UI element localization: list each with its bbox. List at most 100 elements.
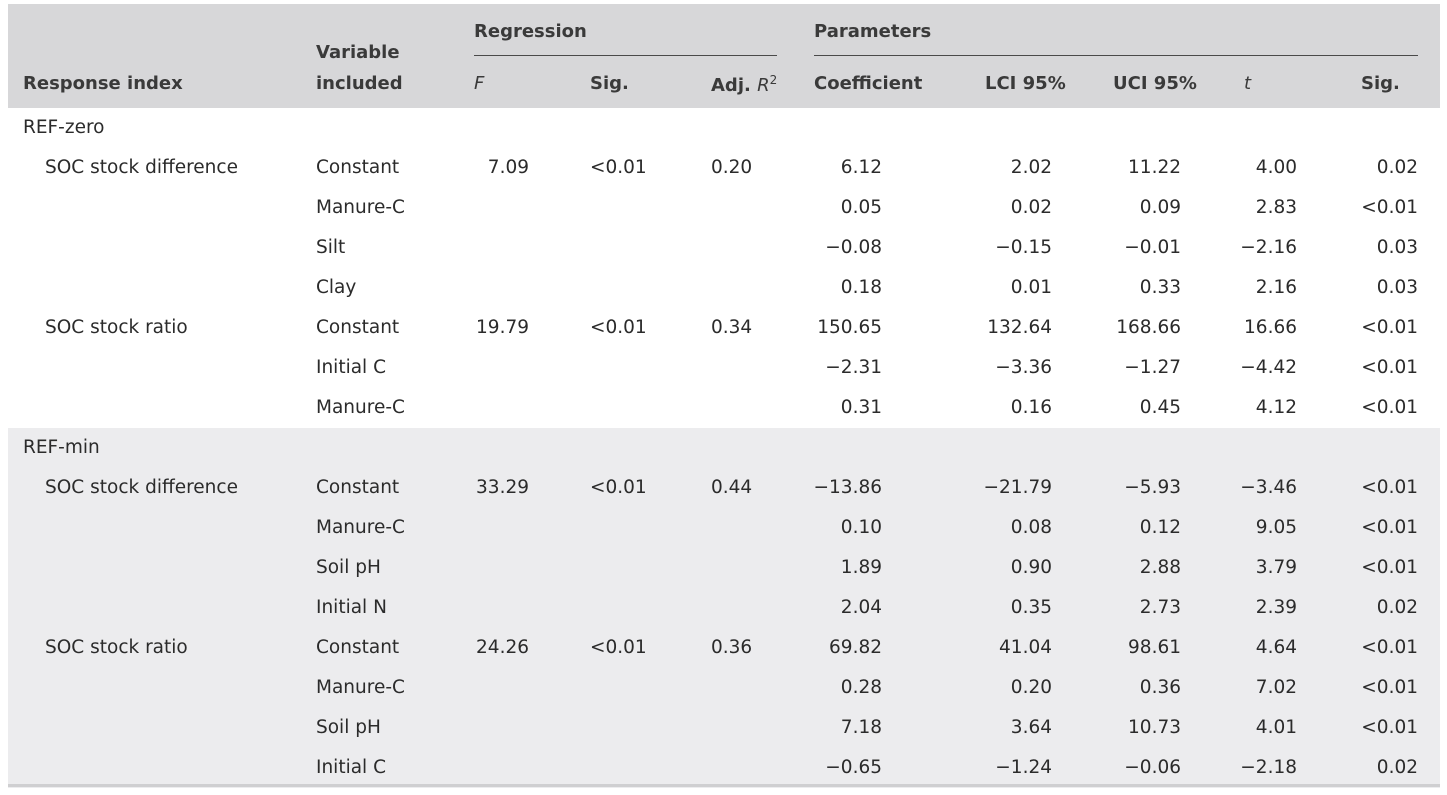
header-t: t xyxy=(1244,73,1252,94)
coefficient-cell: −0.08 xyxy=(825,237,882,258)
regression-rule xyxy=(474,55,777,56)
table-header: Response index Variable included Regress… xyxy=(8,4,1440,108)
response-index-cell: SOC stock ratio xyxy=(45,637,188,658)
t-value-cell: 2.16 xyxy=(1255,277,1297,298)
uci-cell: −5.93 xyxy=(1124,477,1181,498)
header-sig2: Sig. xyxy=(1361,73,1400,94)
adj-r2-cell: 0.34 xyxy=(711,317,753,338)
header-variable-line2: included xyxy=(316,73,403,94)
section-ref-min: REF-min SOC stock difference Constant 33.29… xyxy=(8,428,1440,788)
table-row: Manure-C 0.31 0.16 0.45 4.12 <0.01 xyxy=(8,388,1440,428)
header-response-index: Response index xyxy=(23,73,183,94)
t-value-cell: −2.16 xyxy=(1240,237,1297,258)
lci-cell: −1.24 xyxy=(995,757,1052,778)
table-body: REF-zero SOC stock difference Constant 7.09… xyxy=(8,108,1440,788)
regression-sig-cell: <0.01 xyxy=(590,317,647,338)
variable-cell: Manure-C xyxy=(316,397,405,418)
t-value-cell: 2.83 xyxy=(1255,197,1297,218)
variable-cell: Soil pH xyxy=(316,557,381,578)
response-index-cell: SOC stock difference xyxy=(45,157,238,178)
table-row: Initial C −2.31 −3.36 −1.27 −4.42 <0.01 xyxy=(8,348,1440,388)
variable-cell: Manure-C xyxy=(316,517,405,538)
coefficient-cell: 150.65 xyxy=(817,317,882,338)
lci-cell: 0.35 xyxy=(1010,597,1052,618)
lci-cell: 132.64 xyxy=(987,317,1052,338)
uci-cell: 0.45 xyxy=(1139,397,1181,418)
section-title-row: REF-min xyxy=(8,428,1440,468)
table-row: Clay 0.18 0.01 0.33 2.16 0.03 xyxy=(8,268,1440,308)
coefficient-cell: 0.31 xyxy=(840,397,882,418)
parameter-sig-cell: 0.02 xyxy=(1376,597,1418,618)
header-variable-line1: Variable xyxy=(316,42,400,63)
coefficient-cell: 0.05 xyxy=(840,197,882,218)
header-adj-r2: Adj. R2 xyxy=(711,73,778,96)
coefficient-cell: −13.86 xyxy=(813,477,882,498)
header-f: F xyxy=(474,73,485,94)
f-value-cell: 33.29 xyxy=(476,477,529,498)
parameter-sig-cell: 0.03 xyxy=(1376,277,1418,298)
uci-cell: 2.88 xyxy=(1139,557,1181,578)
lci-cell: 41.04 xyxy=(999,637,1052,658)
header-coefficient: Coefficient xyxy=(814,73,923,94)
variable-cell: Initial C xyxy=(316,757,386,778)
header-uci: UCI 95% xyxy=(1113,73,1197,94)
lci-cell: 0.90 xyxy=(1010,557,1052,578)
regression-table: Response index Variable included Regress… xyxy=(8,4,1440,788)
header-sig: Sig. xyxy=(590,73,629,94)
uci-cell: 168.66 xyxy=(1116,317,1181,338)
table-row: Initial N 2.04 0.35 2.73 2.39 0.02 xyxy=(8,588,1440,628)
uci-cell: −0.06 xyxy=(1124,757,1181,778)
lci-cell: −3.36 xyxy=(995,357,1052,378)
uci-cell: 0.12 xyxy=(1139,517,1181,538)
table-row: Initial C −0.65 −1.24 −0.06 −2.18 0.02 xyxy=(8,748,1440,788)
t-value-cell: 4.64 xyxy=(1255,637,1297,658)
f-value-cell: 7.09 xyxy=(487,157,529,178)
coefficient-cell: 2.04 xyxy=(840,597,882,618)
coefficient-cell: 1.89 xyxy=(840,557,882,578)
lci-cell: 0.20 xyxy=(1010,677,1052,698)
adj-r2-cell: 0.20 xyxy=(711,157,753,178)
f-value-cell: 24.26 xyxy=(476,637,529,658)
t-value-cell: 7.02 xyxy=(1255,677,1297,698)
lci-cell: 0.02 xyxy=(1010,197,1052,218)
lci-cell: 0.08 xyxy=(1010,517,1052,538)
parameter-sig-cell: <0.01 xyxy=(1361,197,1418,218)
t-value-cell: 3.79 xyxy=(1255,557,1297,578)
variable-cell: Constant xyxy=(316,477,400,498)
adj-r2-cell: 0.44 xyxy=(711,477,753,498)
header-regression: Regression xyxy=(474,21,587,42)
t-value-cell: 4.01 xyxy=(1255,717,1297,738)
response-index-cell: SOC stock ratio xyxy=(45,317,188,338)
lci-cell: 0.01 xyxy=(1010,277,1052,298)
table-row: Soil pH 7.18 3.64 10.73 4.01 <0.01 xyxy=(8,708,1440,748)
coefficient-cell: 0.18 xyxy=(840,277,882,298)
variable-cell: Manure-C xyxy=(316,197,405,218)
t-value-cell: −3.46 xyxy=(1240,477,1297,498)
regression-sig-cell: <0.01 xyxy=(590,477,647,498)
uci-cell: −0.01 xyxy=(1124,237,1181,258)
adj-r2-cell: 0.36 xyxy=(711,637,753,658)
table-row: Manure-C 0.28 0.20 0.36 7.02 <0.01 xyxy=(8,668,1440,708)
table-row: SOC stock difference Constant 7.09 <0.01 0.2… xyxy=(8,148,1440,188)
regression-sig-cell: <0.01 xyxy=(590,157,647,178)
uci-cell: 2.73 xyxy=(1139,597,1181,618)
t-value-cell: −4.42 xyxy=(1240,357,1297,378)
lci-cell: −21.79 xyxy=(983,477,1052,498)
table-row: Manure-C 0.05 0.02 0.09 2.83 <0.01 xyxy=(8,188,1440,228)
parameter-sig-cell: <0.01 xyxy=(1361,717,1418,738)
t-value-cell: 4.12 xyxy=(1255,397,1297,418)
table-row: Soil pH 1.89 0.90 2.88 3.79 <0.01 xyxy=(8,548,1440,588)
regression-sig-cell: <0.01 xyxy=(590,637,647,658)
lci-cell: 2.02 xyxy=(1010,157,1052,178)
uci-cell: 98.61 xyxy=(1128,637,1181,658)
variable-cell: Manure-C xyxy=(316,677,405,698)
parameter-sig-cell: <0.01 xyxy=(1361,477,1418,498)
section-title: REF-zero xyxy=(23,117,105,138)
coefficient-cell: 0.10 xyxy=(840,517,882,538)
t-value-cell: 9.05 xyxy=(1255,517,1297,538)
variable-cell: Constant xyxy=(316,317,400,338)
table-row: Manure-C 0.10 0.08 0.12 9.05 <0.01 xyxy=(8,508,1440,548)
t-value-cell: 16.66 xyxy=(1244,317,1297,338)
lci-cell: 0.16 xyxy=(1010,397,1052,418)
parameter-sig-cell: <0.01 xyxy=(1361,357,1418,378)
